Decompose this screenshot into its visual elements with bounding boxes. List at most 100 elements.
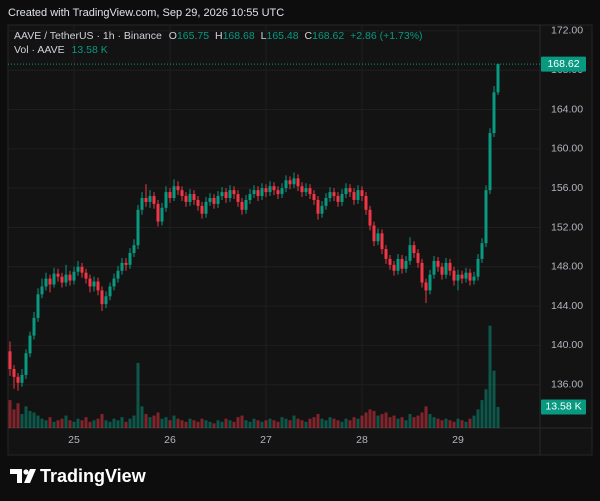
- volume-bar: [320, 418, 324, 428]
- volume-bar: [304, 421, 308, 428]
- volume-bar: [44, 420, 48, 428]
- candle-body: [284, 180, 288, 189]
- candle-body: [252, 190, 256, 195]
- candle-body: [84, 272, 88, 279]
- volume-bar: [312, 417, 316, 428]
- candle-body: [140, 197, 144, 210]
- volume-bar: [32, 412, 36, 428]
- volume-bar: [20, 414, 24, 428]
- volume-bar: [192, 420, 196, 428]
- volume-bar: [352, 417, 356, 428]
- volume-bar: [244, 420, 248, 428]
- candle-body: [124, 262, 128, 265]
- volume-label-box: [541, 399, 586, 415]
- candle-body: [180, 190, 184, 197]
- volume-bar: [220, 421, 224, 428]
- candle-body: [360, 190, 364, 197]
- volume-bar: [232, 421, 236, 428]
- volume-bar: [368, 409, 372, 428]
- volume-bar: [468, 418, 472, 428]
- volume-bar: [228, 420, 232, 428]
- candle-body: [496, 64, 500, 93]
- candle-body: [40, 286, 44, 295]
- candle-body: [484, 190, 488, 244]
- volume-bar: [292, 415, 296, 428]
- candle-body: [456, 274, 460, 281]
- candle-body: [428, 274, 432, 291]
- candle-body: [280, 188, 284, 195]
- volume-bar: [184, 421, 188, 428]
- volume-bar: [164, 417, 168, 428]
- volume-bar: [172, 415, 176, 428]
- candle-body: [240, 201, 244, 210]
- candle-body: [12, 369, 16, 377]
- volume-bar: [456, 418, 460, 428]
- candle-body: [8, 351, 12, 370]
- volume-bar: [36, 415, 40, 428]
- volume-bar: [56, 420, 60, 428]
- candle-body: [116, 270, 120, 279]
- volume-bar: [240, 415, 244, 428]
- volume-bar: [168, 420, 172, 428]
- candle-body: [200, 205, 204, 214]
- legend-c: C: [305, 30, 313, 42]
- volume-bar: [448, 420, 452, 428]
- volume-bar: [16, 403, 20, 428]
- legend-open: 165.75: [177, 30, 209, 42]
- candle-body: [388, 258, 392, 265]
- candle-body: [304, 188, 308, 193]
- volume-bar: [300, 420, 304, 428]
- volume-bar: [376, 415, 380, 428]
- volume-bar: [84, 417, 88, 428]
- candle-body: [420, 262, 424, 283]
- volume-bar: [40, 418, 44, 428]
- volume-bar: [328, 417, 332, 428]
- candle-body: [104, 296, 108, 305]
- candle-body: [472, 276, 476, 281]
- candle-body: [296, 178, 300, 187]
- candle-body: [432, 260, 436, 275]
- candle-body: [300, 186, 304, 193]
- volume-bar: [116, 420, 120, 428]
- candle-body: [436, 260, 440, 267]
- volume-bar: [260, 421, 264, 428]
- volume-bar: [248, 421, 252, 428]
- volume-bar: [404, 420, 408, 428]
- candle-body: [424, 282, 428, 291]
- volume-bar: [76, 418, 80, 428]
- candle-body: [20, 374, 24, 383]
- candle-body: [156, 203, 160, 222]
- candle-body: [176, 186, 180, 191]
- marks: [8, 63, 500, 428]
- volume-bar: [480, 400, 484, 428]
- x-tick-label: 29: [452, 434, 464, 446]
- volume-bar: [344, 418, 348, 428]
- x-tick-label: 28: [356, 434, 368, 446]
- candle-body: [288, 180, 292, 185]
- candle-body: [204, 201, 208, 214]
- candle-body: [344, 188, 348, 195]
- candle-body: [228, 190, 232, 198]
- volume-bar: [128, 418, 132, 428]
- volume-bar: [408, 414, 412, 428]
- grid: [8, 25, 540, 428]
- candle-body: [120, 262, 124, 271]
- candle-body: [316, 199, 320, 214]
- volume-bar: [360, 415, 364, 428]
- volume-bar: [148, 417, 152, 428]
- candle-body: [232, 190, 236, 195]
- volume-bar: [60, 418, 64, 428]
- volume-legend-name: Vol · AAVE: [14, 44, 65, 56]
- volume-bar: [460, 420, 464, 428]
- volume-bar: [204, 420, 208, 428]
- volume-bar: [252, 418, 256, 428]
- candle-body: [28, 335, 32, 354]
- volume-bar: [324, 420, 328, 428]
- volume-bar: [416, 415, 420, 428]
- candle-body: [444, 262, 448, 275]
- volume-bar: [264, 420, 268, 428]
- y-tick-label: 160.00: [551, 143, 583, 155]
- volume-bar: [280, 417, 284, 428]
- candle-body: [340, 194, 344, 202]
- volume-bar: [412, 417, 416, 428]
